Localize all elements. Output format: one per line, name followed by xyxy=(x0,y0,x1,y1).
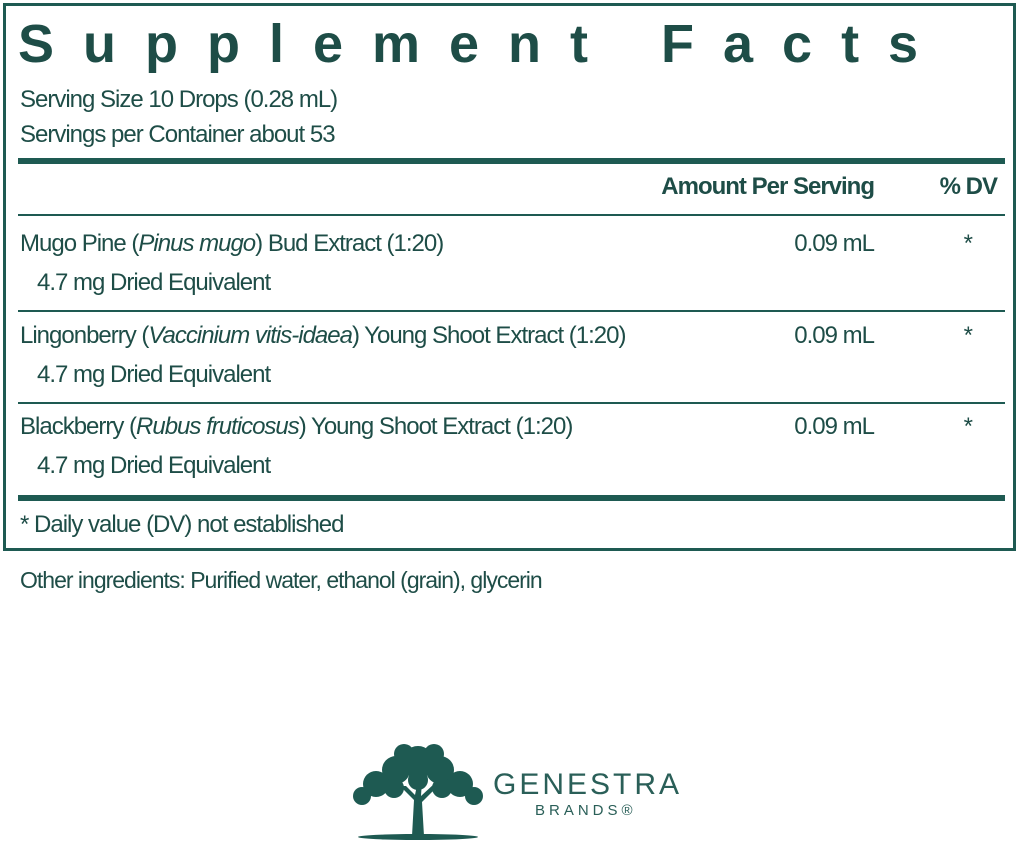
latin-name: Rubus fruticosus xyxy=(136,413,300,440)
name-part: ) Young Shoot Extract (1:20) xyxy=(351,322,627,349)
amount: 0.09 mL xyxy=(794,322,875,349)
title: Supplement Facts xyxy=(18,14,948,74)
footnote: * Daily value (DV) not established xyxy=(20,511,345,538)
servings-per-container: Servings per Container about 53 xyxy=(20,121,336,148)
name-part: ) Bud Extract (1:20) xyxy=(255,230,444,257)
ingredient-detail: 4.7 mg Dried Equivalent xyxy=(37,452,271,479)
ingredient-name: Blackberry (Rubus fruticosus) Young Shoo… xyxy=(20,413,574,441)
name-part: Lingonberry ( xyxy=(20,322,149,349)
name-part: Mugo Pine ( xyxy=(20,230,139,257)
serving-size: Serving Size 10 Drops (0.28 mL) xyxy=(20,86,338,113)
column-header: % DV xyxy=(939,173,998,200)
rule-thick xyxy=(18,158,1005,164)
name-part: Blackberry ( xyxy=(20,413,137,440)
amount: 0.09 mL xyxy=(794,230,875,257)
daily-value: * xyxy=(963,230,973,257)
rule xyxy=(18,402,1005,404)
column-header: Amount Per Serving xyxy=(661,173,875,200)
ingredient-name: Mugo Pine (Pinus mugo) Bud Extract (1:20… xyxy=(20,230,444,258)
rule xyxy=(18,310,1005,312)
latin-name: Pinus mugo xyxy=(138,230,256,257)
brand-sub: BRANDS® xyxy=(535,802,637,819)
tree-logo xyxy=(353,744,483,840)
name-part: ) Young Shoot Extract (1:20) xyxy=(298,413,574,440)
daily-value: * xyxy=(963,413,973,440)
daily-value: * xyxy=(963,322,973,349)
other-ingredients: Other ingredients: Purified water, ethan… xyxy=(20,567,543,593)
ingredient-detail: 4.7 mg Dried Equivalent xyxy=(37,361,271,388)
rule-thick xyxy=(18,495,1005,501)
rule xyxy=(18,214,1005,216)
ingredient-name: Lingonberry (Vaccinium vitis-idaea) Youn… xyxy=(20,322,627,350)
amount: 0.09 mL xyxy=(794,413,875,440)
facts-box xyxy=(3,3,1016,551)
ingredient-detail: 4.7 mg Dried Equivalent xyxy=(37,269,271,296)
latin-name: Vaccinium vitis-idaea xyxy=(148,322,353,349)
brand-name: GENESTRA xyxy=(493,768,683,801)
